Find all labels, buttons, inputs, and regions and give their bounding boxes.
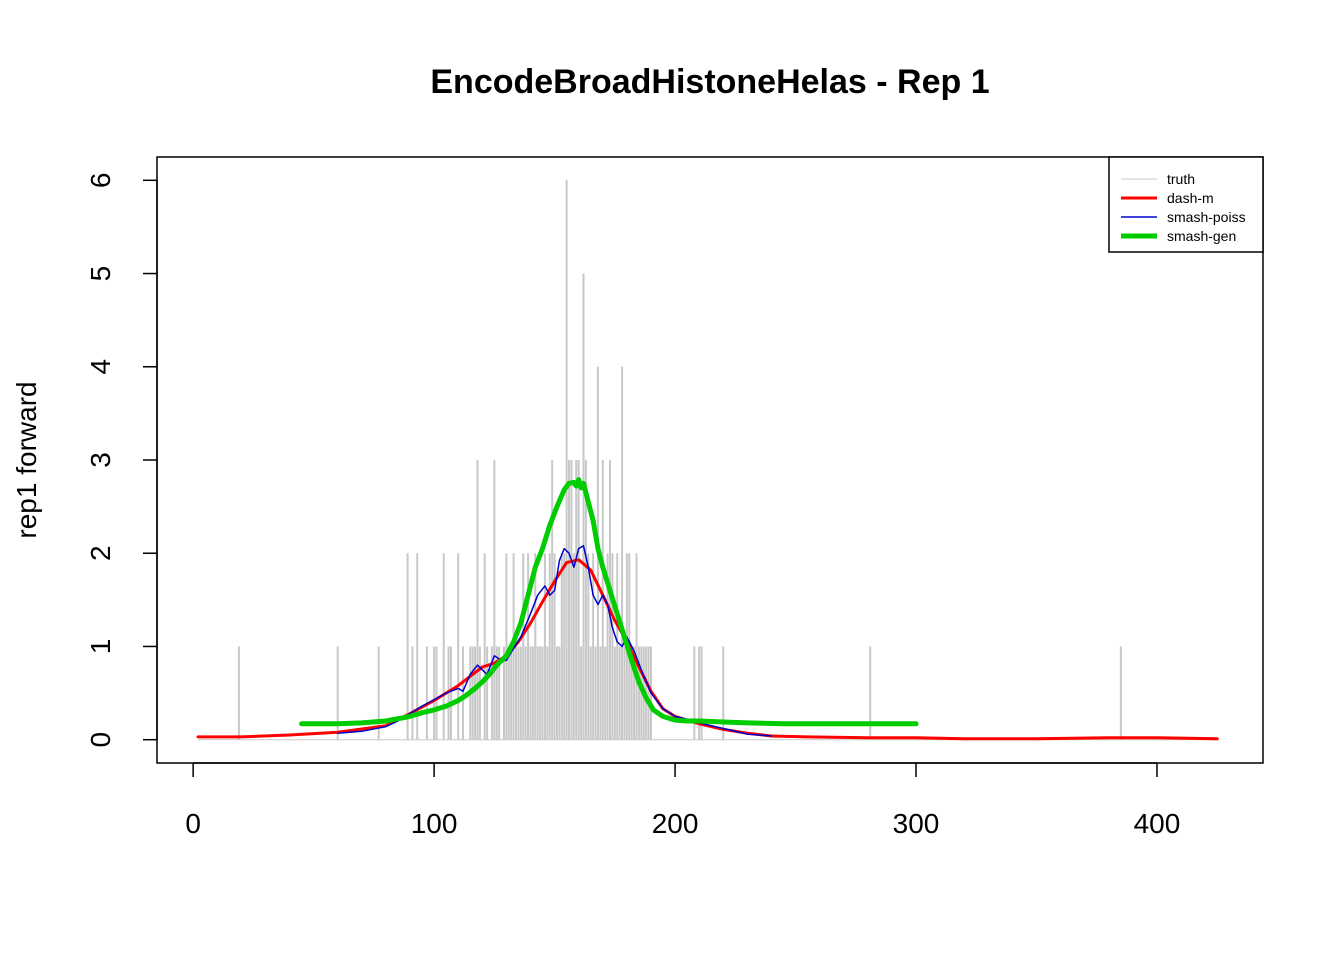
x-axis: 0 100 200 300 400 [185, 762, 1181, 839]
x-tick-label: 200 [652, 808, 699, 839]
y-tick-label: 3 [85, 452, 116, 468]
y-tick-label: 5 [85, 266, 116, 282]
legend-label-smash-poiss: smash-poiss [1167, 209, 1246, 225]
legend-label-dash-m: dash-m [1167, 190, 1214, 206]
y-axis: 0 1 2 3 4 5 6 [85, 173, 158, 748]
plot-frame [156, 156, 1264, 764]
series-lines [196, 477, 1219, 741]
y-tick-label: 0 [85, 732, 116, 748]
x-tick-label: 0 [185, 808, 201, 839]
truth-bars [197, 180, 1218, 741]
x-tick-label: 300 [893, 808, 940, 839]
y-axis-label: rep1 forward [11, 381, 42, 538]
chart-title: EncodeBroadHistoneHelas - Rep 1 [430, 63, 989, 101]
legend-label-truth: truth [1167, 171, 1195, 187]
series-line-smash-gen [299, 477, 919, 727]
y-tick-label: 2 [85, 545, 116, 561]
legend-label-smash-gen: smash-gen [1167, 228, 1236, 244]
x-tick-label: 100 [411, 808, 458, 839]
x-tick-label: 400 [1134, 808, 1181, 839]
y-tick-label: 1 [85, 639, 116, 655]
legend: truth dash-m smash-poiss smash-gen [1108, 156, 1264, 253]
series-line-smash-poiss [336, 545, 773, 737]
series-line-dash-m [196, 558, 1219, 741]
y-tick-label: 6 [85, 173, 116, 189]
y-tick-label: 4 [85, 359, 116, 375]
